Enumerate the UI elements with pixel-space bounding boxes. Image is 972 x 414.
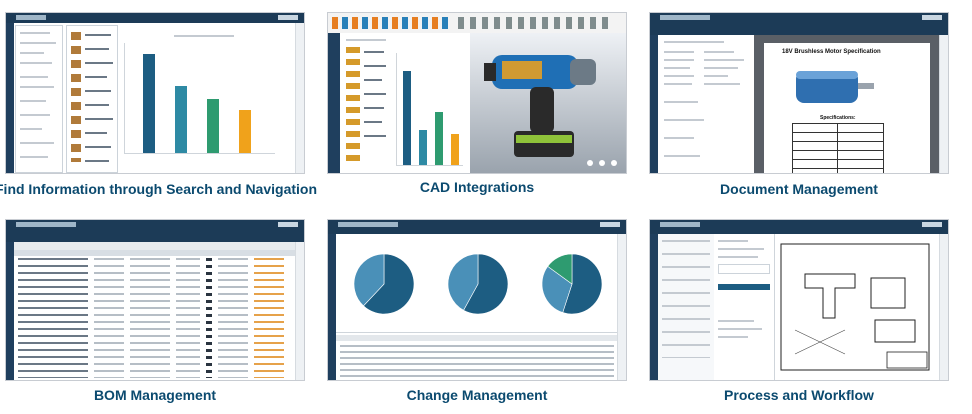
caption-search: Find Information through Search and Navi… (0, 181, 318, 197)
approve-button[interactable] (718, 284, 770, 290)
cad-ribbon (328, 13, 626, 34)
pie-chart (447, 253, 509, 315)
change-screenshot[interactable] (327, 219, 627, 381)
pie-slice (547, 253, 573, 285)
change-pie-charts (353, 253, 603, 315)
toolbar-right (295, 23, 304, 173)
app-header (650, 13, 948, 35)
results-list (66, 25, 118, 173)
workflow-task-list (658, 234, 715, 380)
search-chart (124, 35, 286, 161)
workflow-details (714, 234, 774, 380)
nav-rail (328, 234, 336, 380)
app-header (650, 220, 948, 234)
pie-slice (463, 253, 509, 315)
cad-chart (396, 53, 463, 166)
document-screenshot[interactable]: 18V Brushless Motor Specification Specif… (649, 12, 949, 174)
nav-rail (6, 23, 14, 173)
cad-part-thumbnail-icon (346, 47, 360, 165)
toolbar-right (939, 234, 948, 380)
nav-rail (6, 242, 14, 380)
nav-rail (650, 234, 658, 380)
specs-table (792, 123, 884, 173)
toolbar-right (939, 35, 948, 173)
caption-change: Change Management (406, 387, 548, 403)
chart-bar (419, 130, 427, 165)
pie-slice (363, 253, 415, 315)
pie-slice (562, 253, 603, 315)
properties-panel (658, 35, 754, 173)
pie-slice (447, 253, 479, 311)
toolbar-right (617, 234, 626, 380)
bom-column-headers (14, 250, 296, 256)
caption-bom: BOM Management (93, 387, 217, 403)
chart-bar (143, 54, 155, 153)
pie-slice (353, 253, 385, 307)
search-screenshot[interactable] (5, 12, 305, 174)
document-page: 18V Brushless Motor Specification Specif… (764, 43, 930, 173)
nav-rail (650, 35, 658, 173)
specs-label: Specifications: (820, 115, 856, 121)
app-header (6, 13, 304, 23)
drawing-viewer[interactable] (774, 234, 940, 380)
caption-document: Document Management (720, 181, 878, 197)
drill-model-icon (484, 55, 617, 166)
bom-toolbar (14, 242, 296, 250)
chart-bar (207, 99, 219, 153)
cad-screenshot[interactable] (327, 12, 627, 174)
document-viewer[interactable]: 18V Brushless Motor Specification Specif… (754, 35, 940, 173)
pie-slice (541, 265, 573, 313)
toolbar-right (295, 242, 304, 380)
filters-panel (15, 25, 63, 173)
pie-chart (541, 253, 603, 315)
caption-workflow: Process and Workflow (724, 387, 874, 403)
chart-bar (403, 71, 411, 165)
app-header (328, 220, 626, 234)
result-thumbnail-icon (71, 32, 81, 162)
app-header (6, 220, 304, 242)
change-table (336, 332, 618, 380)
cad-tree-rail (328, 33, 340, 173)
bom-screenshot[interactable] (5, 219, 305, 381)
technical-drawing-icon (780, 243, 930, 371)
cad-viewport[interactable] (470, 33, 626, 173)
change-dashboard (336, 234, 618, 332)
bom-table (14, 242, 296, 380)
chart-bar (239, 110, 251, 153)
chart-bar (451, 134, 459, 165)
motor-image-icon (796, 71, 874, 103)
chart-bar (175, 86, 187, 153)
document-heading: 18V Brushless Motor Specification (782, 49, 881, 55)
caption-cad: CAD Integrations (419, 179, 535, 195)
chart-bar (435, 112, 443, 165)
cad-search-panel (340, 33, 470, 173)
pie-chart (353, 253, 415, 315)
workflow-screenshot[interactable] (649, 219, 949, 381)
